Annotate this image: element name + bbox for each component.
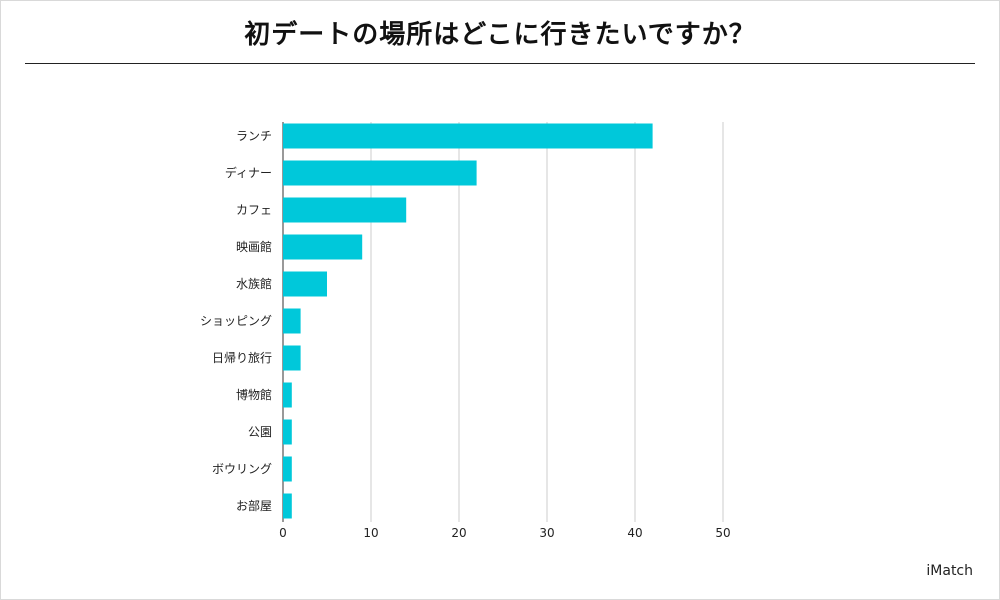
- x-axis-ticks: 0 10 20 30 40 50: [279, 526, 730, 540]
- category-label: ランチ: [236, 129, 272, 143]
- bar-2: [283, 160, 477, 186]
- chart-title: 初デートの場所はどこに行きたいですか？: [244, 20, 756, 50]
- bar-9: [283, 419, 292, 445]
- bar-4: [283, 234, 363, 260]
- bars: [283, 123, 653, 519]
- category-label: 博物館: [236, 387, 272, 402]
- category-label: ディナー: [225, 165, 272, 180]
- x-tick-label: 0: [279, 526, 287, 540]
- bar-6: [283, 308, 301, 334]
- category-label: お部屋: [236, 498, 272, 513]
- category-label: カフェ: [236, 203, 272, 217]
- x-tick-label: 20: [451, 526, 466, 540]
- bar-5: [283, 271, 327, 297]
- category-label: ボウリング: [212, 462, 272, 476]
- bar-3: [283, 197, 407, 223]
- x-tick-label: 50: [715, 526, 730, 540]
- source-credit: iMatch: [926, 563, 973, 579]
- category-label: 日帰り旅行: [212, 351, 272, 365]
- bar-1: [283, 123, 653, 149]
- category-label: 水族館: [236, 276, 272, 291]
- bar-10: [283, 456, 292, 482]
- title-divider: [25, 63, 975, 64]
- category-label: ショッピング: [200, 314, 272, 328]
- category-label: 映画館: [236, 239, 272, 254]
- bar-7: [283, 345, 301, 371]
- bar-8: [283, 382, 292, 408]
- x-tick-label: 10: [363, 526, 378, 540]
- bar-11: [283, 493, 292, 519]
- x-tick-label: 30: [539, 526, 554, 540]
- x-tick-label: 40: [627, 526, 642, 540]
- category-label: 公園: [248, 425, 272, 439]
